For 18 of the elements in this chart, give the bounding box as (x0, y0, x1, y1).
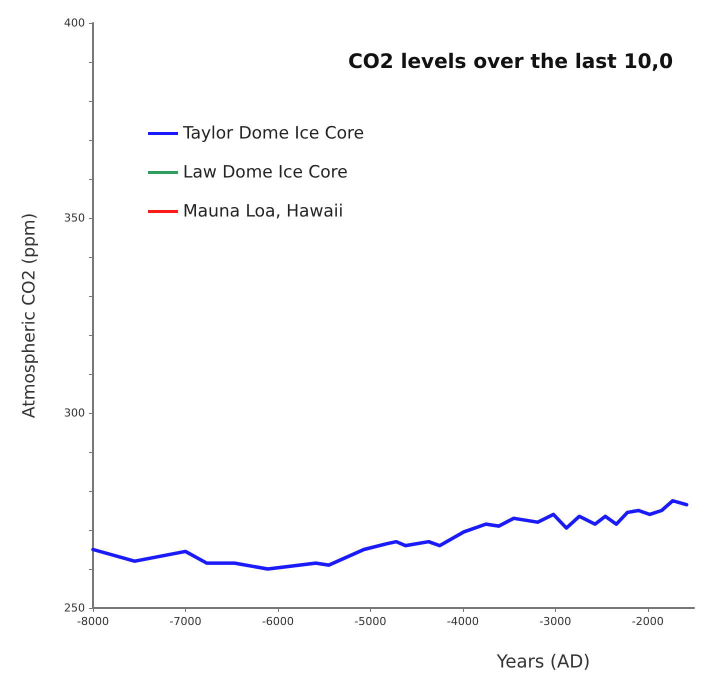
legend-label: Law Dome Ice Core (183, 162, 348, 182)
text: CO2 levels over the last 10,0 (348, 49, 673, 73)
x-tick-label: -5000 (354, 615, 386, 628)
y-tick-label: 300 (64, 406, 85, 420)
legend-label: Mauna Loa, Hawaii (183, 202, 344, 222)
x-tick-label: -8000 (77, 615, 109, 628)
x-tick-label: -6000 (262, 615, 294, 628)
y-tick-label: 250 (64, 602, 85, 614)
x-tick-label: -4000 (446, 615, 479, 628)
legend-label: Taylor Dome Ice Core (182, 124, 364, 144)
x-tick-label: -3000 (539, 615, 572, 628)
line-series (91, 499, 688, 571)
y-tick-label: 400 (64, 16, 85, 30)
x-tick-label: -2000 (632, 615, 664, 628)
x-tick-label: -7000 (169, 615, 202, 628)
y-tick-label: 350 (64, 212, 85, 224)
y-axis-title: Atmospheric CO2 (ppm) (20, 212, 40, 418)
x-axis-title: Years (AD) (496, 652, 590, 672)
